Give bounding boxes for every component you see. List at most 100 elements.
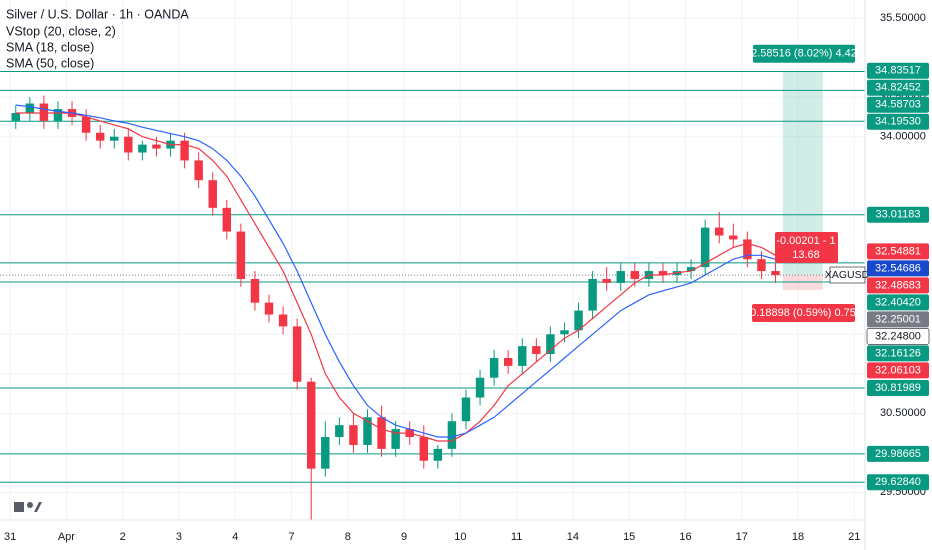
- candle-body: [546, 334, 555, 355]
- x-tick-label: 10: [454, 531, 466, 543]
- symbol-label: XAGUSD: [825, 269, 870, 281]
- price-label: 34.82452: [875, 82, 921, 94]
- candle-body: [208, 180, 217, 208]
- candle-body: [560, 330, 569, 335]
- sma-line: [15, 112, 776, 442]
- candle-body: [349, 425, 358, 445]
- price-label: 32.06103: [875, 364, 921, 376]
- x-tick-label: 2: [120, 531, 126, 543]
- candle-body: [25, 103, 35, 114]
- stop-label: 0.18898 (0.59%) 0.75: [750, 307, 856, 319]
- candle-body: [419, 437, 428, 461]
- candle-body: [715, 227, 724, 236]
- price-label: 33.01183: [875, 209, 920, 221]
- price-box: [867, 311, 929, 328]
- candle-body: [518, 346, 527, 366]
- price-label: 29.98665: [875, 448, 921, 460]
- candle-body: [194, 160, 203, 181]
- candle-body: [729, 235, 738, 240]
- legend-entry: SMA (50, close): [6, 56, 94, 70]
- y-tick-label: 35.50000: [880, 12, 926, 24]
- price-label: 32.54686: [875, 262, 921, 274]
- info-label-box: [775, 232, 838, 264]
- candle-body: [95, 132, 105, 141]
- x-tick-label: 16: [679, 531, 691, 543]
- candle-body: [686, 267, 696, 272]
- price-box: [867, 260, 929, 277]
- x-tick-label: 11: [511, 531, 522, 543]
- x-tick-label: Apr: [58, 531, 75, 543]
- candle-body: [433, 448, 443, 461]
- price-box: [867, 345, 929, 362]
- candle-body: [306, 381, 316, 469]
- price-label: 32.24800: [875, 330, 921, 342]
- price-box: [867, 380, 929, 397]
- candle-body: [447, 421, 457, 449]
- candle-body: [489, 357, 499, 378]
- y-tick-label: 34.00000: [880, 131, 926, 143]
- price-label: 32.25001: [875, 313, 921, 325]
- candle-body: [757, 259, 766, 272]
- price-label: 32.54881: [875, 245, 921, 257]
- candle-body: [110, 136, 119, 141]
- candle-body: [574, 310, 583, 331]
- candle-body: [377, 417, 386, 449]
- candle-body: [503, 357, 513, 366]
- x-tick-label: 9: [401, 531, 407, 543]
- legend: Silver / U.S. Dollar · 1h · OANDA VStop …: [6, 7, 189, 70]
- price-box: [867, 294, 929, 311]
- price-box: [867, 445, 929, 462]
- candle-body: [588, 278, 597, 311]
- candle-body: [152, 144, 161, 149]
- candle-body: [700, 227, 710, 268]
- x-tick-label: 7: [288, 531, 294, 543]
- price-box: [867, 277, 929, 294]
- candle-body: [658, 271, 668, 276]
- candle-body: [743, 239, 752, 260]
- x-tick-label: 15: [623, 531, 635, 543]
- price-label: 34.58703: [875, 99, 921, 111]
- x-tick-label: 21: [848, 531, 860, 543]
- candle-body: [53, 109, 63, 121]
- x-tick-label: 8: [345, 531, 351, 543]
- x-tick-label: 17: [736, 531, 748, 543]
- price-box: [866, 328, 930, 345]
- x-tick-label: 31: [4, 531, 16, 543]
- price-box: [867, 79, 929, 96]
- price-box: [867, 474, 929, 491]
- price-label: 29.62840: [875, 476, 921, 488]
- tv-logo: [14, 502, 42, 512]
- candle-body: [180, 140, 189, 161]
- stop-label-box: [752, 303, 855, 322]
- x-tick-label: 4: [232, 531, 238, 543]
- candle-body: [771, 271, 780, 276]
- candle-body: [391, 429, 400, 449]
- indicator-label: VStop (20, close, 2): [6, 24, 116, 38]
- x-tick-label: 18: [792, 531, 804, 543]
- price-label: 32.48683: [875, 279, 921, 291]
- candle-body: [39, 103, 49, 121]
- candle-body: [250, 278, 260, 303]
- price-label: 32.40420: [875, 296, 921, 308]
- candle-body: [532, 346, 541, 355]
- price-box: [867, 96, 929, 113]
- candle-body: [602, 278, 611, 283]
- candle-body: [11, 113, 20, 121]
- target-label-box: [753, 44, 855, 63]
- sma-line: [15, 104, 776, 438]
- info-label: 13.68: [792, 249, 820, 261]
- candle-body: [222, 207, 232, 232]
- candle-body: [124, 136, 133, 153]
- candle-body: [81, 116, 91, 133]
- candle-body: [292, 326, 302, 382]
- price-label: 34.19530: [875, 116, 921, 128]
- candle-body: [335, 425, 344, 438]
- chart-title: Silver / U.S. Dollar · 1h · OANDA: [6, 7, 189, 21]
- candle-body: [461, 397, 471, 422]
- target-label: 2.58516 (8.02%) 4.42: [751, 48, 857, 60]
- candle-body: [630, 271, 640, 279]
- symbol-tag: [829, 266, 866, 284]
- candle-body: [264, 302, 274, 315]
- candle-body: [616, 271, 625, 283]
